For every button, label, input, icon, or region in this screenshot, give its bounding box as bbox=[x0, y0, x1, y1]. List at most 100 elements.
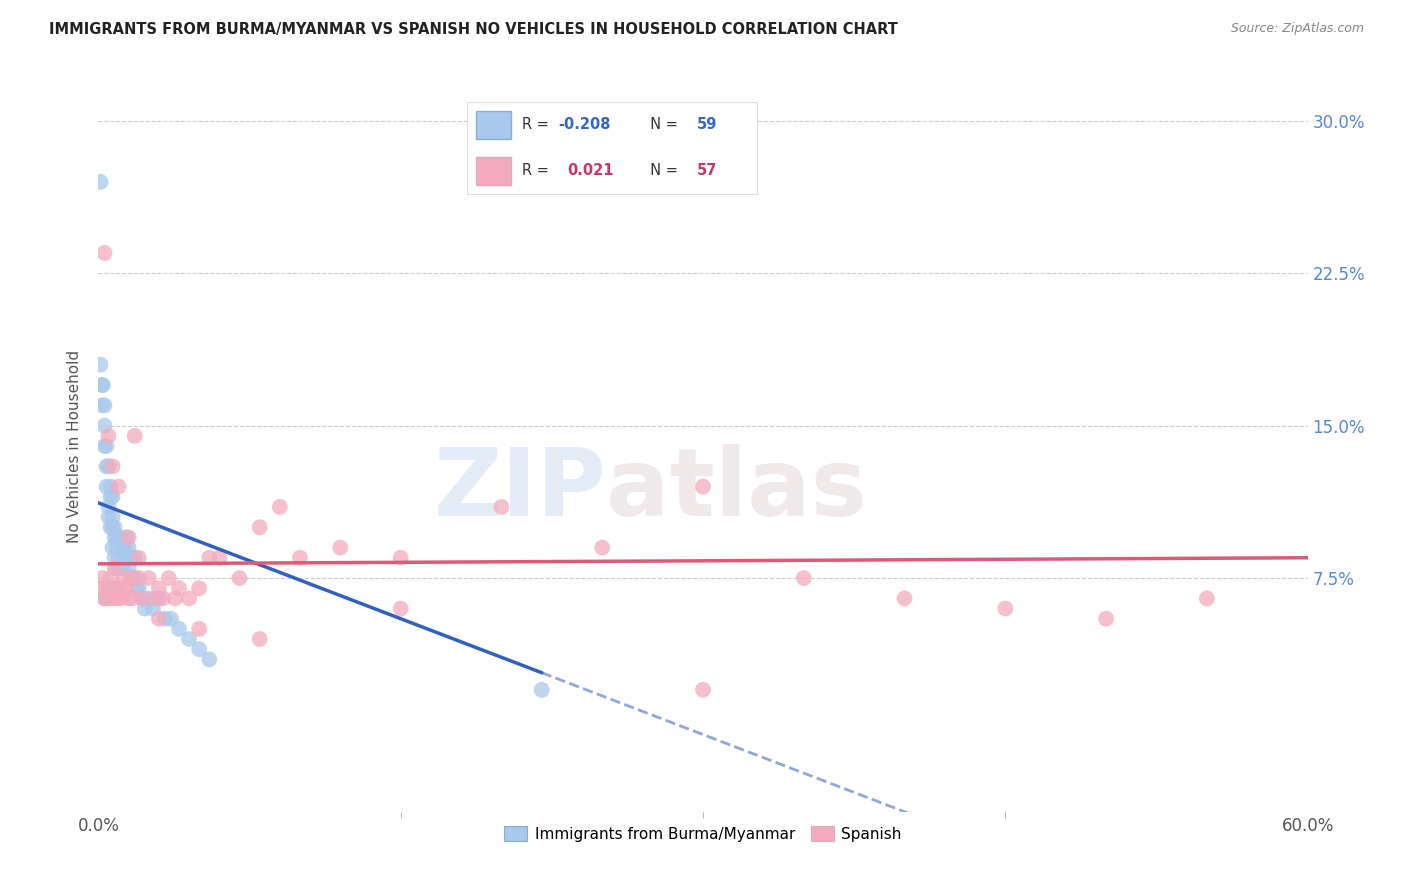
Point bbox=[101, 459, 124, 474]
Point bbox=[93, 591, 115, 606]
Point bbox=[179, 632, 201, 646]
Point bbox=[692, 682, 714, 697]
Point bbox=[89, 175, 111, 189]
Point bbox=[100, 581, 122, 595]
Point bbox=[105, 591, 128, 606]
Point bbox=[125, 581, 148, 595]
Point bbox=[249, 520, 271, 534]
Point bbox=[143, 591, 166, 606]
Point bbox=[153, 612, 176, 626]
Point bbox=[793, 571, 815, 585]
Point bbox=[105, 530, 128, 544]
Point bbox=[491, 500, 513, 514]
Point bbox=[107, 530, 129, 544]
Point bbox=[893, 591, 915, 606]
Point bbox=[96, 439, 118, 453]
Point bbox=[120, 571, 142, 585]
Point bbox=[107, 561, 129, 575]
Point bbox=[167, 622, 190, 636]
Point bbox=[692, 480, 714, 494]
Point bbox=[110, 591, 132, 606]
Point bbox=[128, 571, 150, 585]
Point bbox=[93, 439, 115, 453]
Point bbox=[101, 591, 124, 606]
Point bbox=[114, 571, 136, 585]
Point bbox=[97, 591, 120, 606]
Point bbox=[188, 642, 211, 657]
Text: IMMIGRANTS FROM BURMA/MYANMAR VS SPANISH NO VEHICLES IN HOUSEHOLD CORRELATION CH: IMMIGRANTS FROM BURMA/MYANMAR VS SPANISH… bbox=[49, 22, 898, 37]
Point bbox=[97, 500, 120, 514]
Point bbox=[120, 550, 142, 565]
Point bbox=[118, 530, 141, 544]
Point bbox=[114, 550, 136, 565]
Point bbox=[96, 459, 118, 474]
Point bbox=[97, 459, 120, 474]
Point bbox=[93, 246, 115, 260]
Point bbox=[93, 418, 115, 433]
Point bbox=[103, 550, 125, 565]
Point bbox=[111, 581, 134, 595]
Point bbox=[148, 612, 170, 626]
Point bbox=[132, 591, 155, 606]
Point bbox=[89, 581, 111, 595]
Point bbox=[128, 550, 150, 565]
Point bbox=[115, 530, 138, 544]
Point bbox=[152, 591, 174, 606]
Point bbox=[389, 550, 412, 565]
Point bbox=[157, 571, 180, 585]
Point bbox=[91, 378, 114, 392]
Point bbox=[101, 490, 124, 504]
Point bbox=[101, 541, 124, 555]
Point bbox=[148, 591, 170, 606]
Point bbox=[121, 591, 143, 606]
Point bbox=[148, 581, 170, 595]
Point bbox=[121, 571, 143, 585]
Point bbox=[138, 591, 160, 606]
Point bbox=[110, 530, 132, 544]
Point bbox=[114, 541, 136, 555]
Point bbox=[118, 591, 141, 606]
Point bbox=[288, 550, 311, 565]
Point bbox=[103, 530, 125, 544]
Point bbox=[134, 601, 156, 615]
Legend: Immigrants from Burma/Myanmar, Spanish: Immigrants from Burma/Myanmar, Spanish bbox=[498, 821, 908, 848]
Point bbox=[93, 398, 115, 412]
Point bbox=[994, 601, 1017, 615]
Point bbox=[138, 571, 160, 585]
Point bbox=[103, 581, 125, 595]
Text: atlas: atlas bbox=[606, 444, 868, 536]
Point bbox=[124, 550, 146, 565]
Point bbox=[142, 601, 165, 615]
Point bbox=[100, 490, 122, 504]
Point bbox=[105, 541, 128, 555]
Point bbox=[100, 571, 122, 585]
Point bbox=[115, 581, 138, 595]
Point bbox=[389, 601, 412, 615]
Point bbox=[101, 510, 124, 524]
Point bbox=[107, 550, 129, 565]
Point bbox=[118, 561, 141, 575]
Point bbox=[198, 550, 221, 565]
Point bbox=[118, 541, 141, 555]
Point bbox=[249, 632, 271, 646]
Point bbox=[91, 378, 114, 392]
Point bbox=[105, 561, 128, 575]
Point bbox=[97, 429, 120, 443]
Point bbox=[167, 581, 190, 595]
Point bbox=[128, 581, 150, 595]
Point bbox=[269, 500, 291, 514]
Point bbox=[103, 561, 125, 575]
Point bbox=[103, 520, 125, 534]
Point bbox=[1095, 612, 1118, 626]
Y-axis label: No Vehicles in Household: No Vehicles in Household bbox=[67, 350, 83, 542]
Point bbox=[91, 571, 114, 585]
Point bbox=[132, 591, 155, 606]
Point bbox=[124, 571, 146, 585]
Point bbox=[188, 581, 211, 595]
Point bbox=[111, 541, 134, 555]
Point bbox=[160, 612, 183, 626]
Point bbox=[100, 480, 122, 494]
Text: ZIP: ZIP bbox=[433, 444, 606, 536]
Point bbox=[163, 591, 186, 606]
Text: Source: ZipAtlas.com: Source: ZipAtlas.com bbox=[1230, 22, 1364, 36]
